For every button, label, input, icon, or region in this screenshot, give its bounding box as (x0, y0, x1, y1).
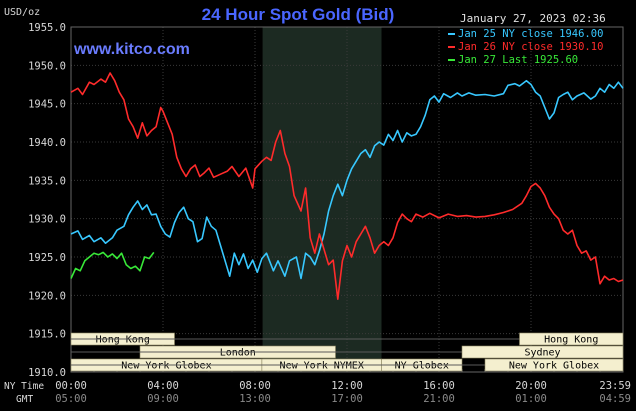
trading-sessions-layer: Hong Kong Hong Kong London Sydney New York G… (70, 332, 624, 372)
y-tick-label: 1920.0 (28, 290, 66, 302)
x-tick-label-ny: 12:00 (331, 380, 363, 392)
x-tick-label-gmt: 04:59 (599, 393, 631, 405)
y-tick-label: 1915.0 (28, 329, 66, 341)
x-tick-label-gmt: 01:00 (515, 393, 547, 405)
shaded-session-layer (262, 27, 382, 372)
session-label: New York NYMEX (280, 361, 364, 372)
x-tick-label-gmt: 13:00 (239, 393, 271, 405)
series-line-jan26 (70, 72, 624, 300)
chart-title: 24 Hour Spot Gold (Bid) (202, 5, 395, 24)
legend-item-jan26: Jan 26 NY close 1930.10 (458, 41, 603, 53)
y-tick-label: 1925.0 (28, 252, 66, 264)
y-tick-label: 1940.0 (28, 137, 66, 149)
axis-layer: 1955.0 1950.0 1945.0 1940.0 1935.0 1930.0 1925… (28, 22, 631, 405)
y-tick-label: 1935.0 (28, 175, 66, 187)
series-line-jan25 (70, 79, 624, 280)
ny-time-axis-label: NY Time (4, 381, 44, 392)
session-label: Hong Kong (544, 335, 598, 346)
session-label: New York Globex (509, 361, 599, 372)
x-tick-label-ny: 23:59 (599, 380, 631, 392)
y-tick-label: 1945.0 (28, 99, 66, 111)
y-tick-label: 1955.0 (28, 22, 66, 34)
timestamp: January 27, 2023 02:36 (460, 12, 606, 25)
x-tick-label-ny: 00:00 (55, 380, 87, 392)
session-bar (461, 345, 624, 359)
session-label: Hong Kong (96, 335, 150, 346)
session-label: Sydney (524, 348, 560, 359)
x-tick-label-ny: 08:00 (239, 380, 271, 392)
legend-item-jan25: Jan 25 NY close 1946.00 (458, 28, 603, 40)
series-layer (70, 72, 624, 300)
x-tick-label-gmt: 09:00 (147, 393, 179, 405)
series-line-jan27 (70, 251, 155, 279)
session-label: NY Globex (395, 361, 449, 372)
x-tick-label-ny: 04:00 (147, 380, 179, 392)
session-label: London (220, 348, 256, 359)
x-tick-label-gmt: 17:00 (331, 393, 363, 405)
y-tick-label: 1930.0 (28, 214, 66, 226)
legend: Jan 25 NY close 1946.00 Jan 26 NY close … (448, 28, 603, 66)
x-tick-label-gmt: 21:00 (423, 393, 455, 405)
legend-item-jan27: Jan 27 Last 1925.60 (458, 54, 578, 66)
y-tick-label: 1910.0 (28, 367, 66, 379)
grid-layer (70, 26, 624, 373)
x-tick-label-ny: 16:00 (423, 380, 455, 392)
session-bar (519, 332, 624, 346)
session-label: New York Globex (121, 361, 211, 372)
kitco-watermark: www.kitco.com (73, 41, 190, 58)
y-tick-label: 1950.0 (28, 60, 66, 72)
nymex-shaded-region (262, 27, 382, 372)
x-tick-label-gmt: 05:00 (55, 393, 87, 405)
plot-frame (70, 26, 624, 373)
unit-label: USD/oz (4, 7, 40, 18)
x-tick-label-ny: 20:00 (515, 380, 547, 392)
gmt-axis-label: GMT (16, 394, 33, 405)
session-bar (484, 358, 624, 372)
